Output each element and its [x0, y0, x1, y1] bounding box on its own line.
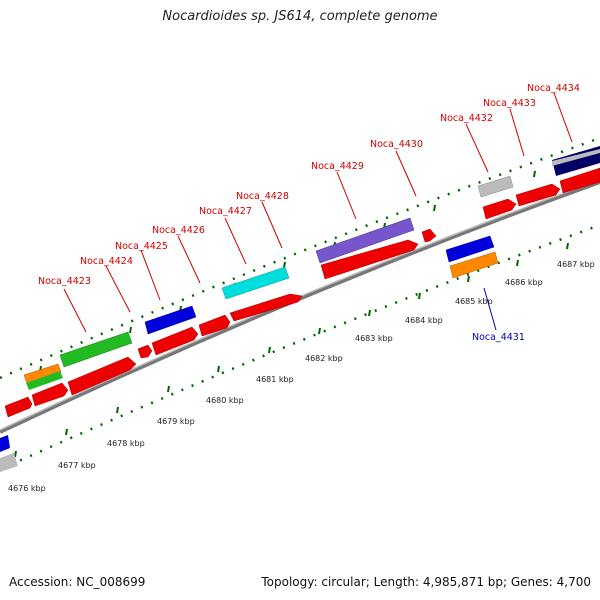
kbp-label: 4683 kbp [355, 334, 393, 343]
genome-backbone [0, 180, 600, 434]
feature-grey-left [0, 453, 18, 472]
kbp-label: 4682 kbp [305, 354, 343, 363]
feature-cyan [221, 266, 290, 300]
gene-label: Noca_4433 [483, 98, 536, 109]
feature-orange [23, 363, 62, 384]
cds-arrow [137, 344, 153, 359]
feature-blue-left [0, 435, 10, 452]
cds-arrow [515, 183, 561, 207]
gene-label: Noca_4426 [152, 225, 205, 236]
cds-arrow [67, 356, 137, 396]
cds-arrow [229, 293, 303, 322]
gene-label: Noca_4432 [440, 113, 493, 124]
feature-green [59, 331, 133, 368]
kbp-label: 4680 kbp [206, 396, 244, 405]
kbp-label: 4676 kbp [8, 484, 46, 493]
cds-arrow [4, 396, 33, 418]
cds-arrow [320, 239, 419, 280]
cds-arrow [151, 326, 199, 356]
feature-grey-stripe [552, 149, 600, 166]
kbp-label: 4686 kbp [505, 278, 543, 287]
highlight-leader [483, 287, 497, 331]
cds-arrow [482, 198, 517, 220]
gene-label: Noca_4423 [38, 276, 91, 287]
map-title: Nocardioides sp. JS614, complete genome [162, 9, 438, 24]
gene-label-highlight: Noca_4431 [472, 332, 525, 343]
gene-label: Noca_4428 [236, 191, 289, 202]
kbp-label: 4684 kbp [405, 316, 443, 325]
kbp-label: 4687 kbp [557, 260, 595, 269]
cds-arrow [198, 314, 231, 337]
gene-label: Noca_4425 [115, 241, 168, 252]
feature-orange-inner [449, 251, 499, 279]
feature-purple [315, 217, 415, 264]
feature-blue [144, 305, 197, 335]
feature-green-small [26, 371, 63, 390]
kbp-label: 4681 kbp [256, 375, 294, 384]
cds-arrow [559, 167, 600, 194]
cds-arrow [31, 382, 69, 407]
cds-track [4, 167, 600, 418]
gene-label: Noca_4424 [80, 256, 133, 267]
kbp-label: 4678 kbp [107, 439, 145, 448]
gene-label: Noca_4429 [311, 161, 364, 172]
kbp-label: 4677 kbp [58, 461, 96, 470]
gene-label-leaders [63, 92, 573, 333]
gene-label: Noca_4427 [199, 206, 252, 217]
kbp-label: 4685 kbp [455, 297, 493, 306]
gene-label: Noca_4434 [527, 83, 580, 94]
feature-blue-inner [445, 235, 495, 263]
feature-grey [477, 175, 514, 198]
cds-arrow [421, 228, 437, 243]
kbp-label: 4679 kbp [157, 417, 195, 426]
outer-tick-track [0, 136, 600, 380]
genome-summary-text: Topology: circular; Length: 4,985,871 bp… [261, 575, 591, 589]
accession-text: Accession: NC_008699 [9, 575, 146, 589]
inner-tick-track [9, 223, 600, 467]
gene-label: Noca_4430 [370, 139, 423, 150]
